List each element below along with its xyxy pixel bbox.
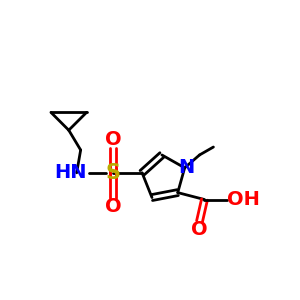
- Text: N: N: [178, 158, 195, 177]
- Text: O: O: [191, 220, 208, 239]
- Text: O: O: [105, 197, 122, 216]
- Text: S: S: [106, 163, 121, 183]
- Text: HN: HN: [54, 163, 87, 182]
- Text: O: O: [105, 130, 122, 148]
- Text: OH: OH: [227, 190, 260, 209]
